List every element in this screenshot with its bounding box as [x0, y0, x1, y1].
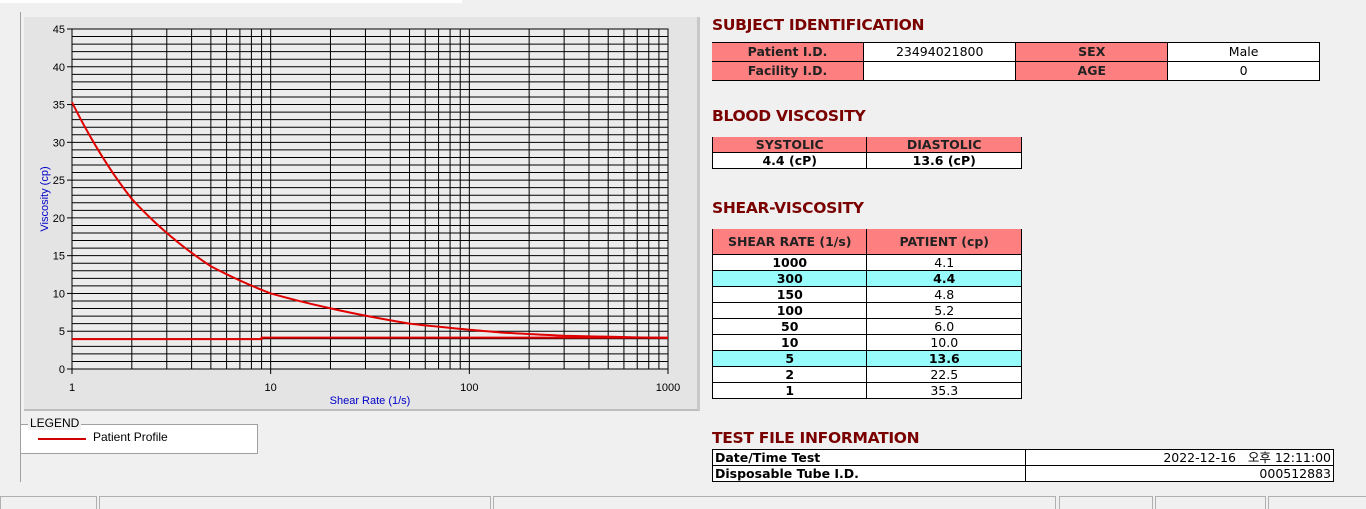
y-tick-label: 5: [59, 326, 65, 338]
sex-label: SEX: [1015, 42, 1169, 62]
shear-rate-cell: 150: [711, 286, 868, 303]
shear-rate-cell: 10: [711, 334, 868, 351]
status-bar: [0, 496, 1366, 509]
testfile-title: TEST FILE INFORMATION: [712, 429, 920, 447]
shear-viscosity-table: SHEAR RATE (1/s) PATIENT (cp) 1000 4.1 300…: [711, 229, 1022, 399]
shear-row: 2 22.5: [711, 366, 1022, 383]
diastolic-label: DIASTOLIC: [866, 137, 1022, 153]
patient-value-cell: 35.3: [866, 382, 1022, 399]
shear-row: 100 5.2: [711, 302, 1022, 319]
patient-value-cell: 13.6: [866, 350, 1022, 367]
shear-rate-cell: 300: [711, 270, 868, 287]
age-value: 0: [1167, 61, 1320, 81]
status-panel: [0, 496, 97, 509]
y-tick-label: 25: [53, 175, 65, 187]
sex-value: Male: [1167, 42, 1320, 62]
y-tick-label: 0: [59, 364, 65, 376]
shear-row: 5 13.6: [711, 350, 1022, 367]
diastolic-value: 13.6 (cP): [866, 152, 1022, 169]
tube-id-value: 000512883: [1025, 465, 1334, 482]
patient-value-cell: 5.2: [866, 302, 1022, 319]
series-line-patient-profile: [71, 101, 669, 340]
blood-viscosity-table: SYSTOLIC DIASTOLIC 4.4 (cP) 13.6 (cP): [711, 137, 1022, 169]
x-tick-label: 100: [460, 382, 478, 394]
legend-title: LEGEND: [28, 416, 82, 430]
systolic-label: SYSTOLIC: [711, 137, 868, 153]
shear-rate-cell: 50: [711, 318, 868, 335]
status-panel: [493, 496, 1056, 509]
x-tick-label: 1: [69, 382, 75, 394]
top-strip: [0, 0, 462, 3]
y-tick-label: 40: [53, 62, 65, 74]
plot-area: [71, 28, 669, 370]
patient-value-cell: 6.0: [866, 318, 1022, 335]
status-panel: [1155, 496, 1266, 509]
viscosity-chart: 0 5 10 15 20 25 30 35 40 45 1 10 100 1000 Shear Rate (…: [39, 24, 680, 407]
patient-value-cell: 22.5: [866, 366, 1022, 383]
y-axis-label: Viscosity (cp): [39, 166, 51, 231]
series-line-baseline: [72, 336, 668, 341]
status-panel: [1059, 496, 1153, 509]
shear-title: SHEAR-VISCOSITY: [712, 199, 864, 217]
status-panel: [1268, 496, 1366, 509]
facility-id-value: [863, 61, 1017, 81]
shear-rate-cell: 1: [711, 382, 868, 399]
shear-row: 150 4.8: [711, 286, 1022, 303]
shear-row: 10 10.0: [711, 334, 1022, 351]
x-axis-label: Shear Rate (1/s): [330, 395, 411, 407]
patient-value-cell: 4.8: [866, 286, 1022, 303]
patient-value-cell: 4.4: [866, 270, 1022, 287]
patient-id-label: Patient I.D.: [712, 42, 865, 62]
shear-row: 1000 4.1: [711, 254, 1022, 271]
legend-label: Patient Profile: [93, 430, 168, 444]
legend-swatch: [38, 438, 86, 440]
y-tick-label: 10: [53, 288, 65, 300]
y-tick-label: 45: [53, 24, 65, 36]
shear-rate-header: SHEAR RATE (1/s): [711, 229, 868, 255]
left-panel-frame: [20, 12, 701, 482]
subject-table: Patient I.D. 23494021800 SEX Male Facili…: [712, 42, 1320, 81]
facility-id-label: Facility I.D.: [712, 61, 865, 81]
patient-value-cell: 4.1: [866, 254, 1022, 271]
shear-row: 50 6.0: [711, 318, 1022, 335]
tube-id-label: Disposable Tube I.D.: [712, 465, 1026, 482]
y-tick-label: 35: [53, 100, 65, 112]
shear-row: 300 4.4: [711, 270, 1022, 287]
y-tick-label: 15: [53, 251, 65, 263]
shear-rate-cell: 5: [711, 350, 868, 367]
y-tick-label: 20: [53, 213, 65, 225]
patient-value-cell: 10.0: [866, 334, 1022, 351]
test-file-table: Date/Time Test 2022-12-16 오후 12:11:00 Di…: [712, 449, 1334, 482]
y-tick-label: 30: [53, 137, 65, 149]
blood-title: BLOOD VISCOSITY: [712, 107, 866, 125]
shear-row: 1 35.3: [711, 382, 1022, 399]
x-tick-label: 10: [265, 382, 277, 394]
shear-rate-cell: 100: [711, 302, 868, 319]
patient-header: PATIENT (cp): [866, 229, 1022, 255]
age-label: AGE: [1015, 61, 1169, 81]
x-tick-label: 1000: [656, 382, 680, 394]
shear-rate-cell: 2: [711, 366, 868, 383]
datetime-value: 2022-12-16 오후 12:11:00: [1025, 449, 1334, 466]
shear-rate-cell: 1000: [711, 254, 868, 271]
datetime-label: Date/Time Test: [712, 449, 1026, 466]
status-panel: [99, 496, 491, 509]
systolic-value: 4.4 (cP): [711, 152, 868, 169]
patient-id-value: 23494021800: [863, 42, 1017, 62]
subject-title: SUBJECT IDENTIFICATION: [712, 16, 925, 34]
